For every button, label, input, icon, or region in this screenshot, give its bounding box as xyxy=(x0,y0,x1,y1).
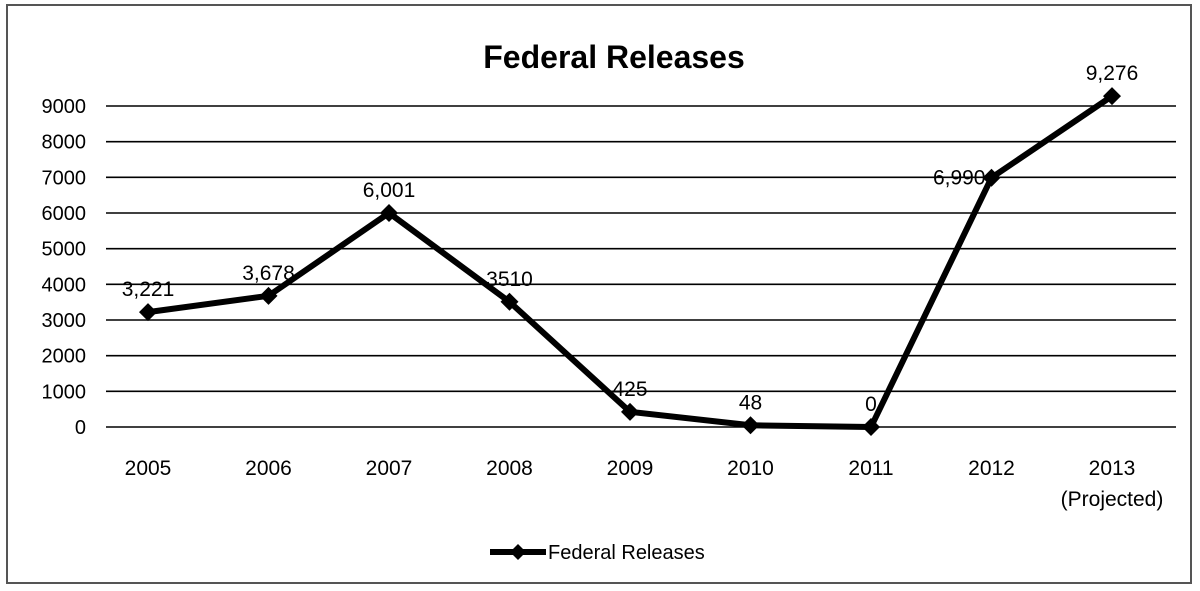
data-point-marker xyxy=(621,402,639,421)
x-tick-label: 2007 xyxy=(366,457,413,480)
legend: Federal Releases xyxy=(490,542,705,564)
y-tick-label: 7000 xyxy=(42,167,87,189)
data-point-marker xyxy=(982,168,1001,187)
y-tick-label: 6000 xyxy=(42,203,87,225)
data-point-marker xyxy=(380,203,398,222)
data-point-marker xyxy=(1103,87,1121,106)
data-point-marker xyxy=(259,286,278,305)
y-tick-label: 1000 xyxy=(42,381,87,403)
y-tick-label: 2000 xyxy=(42,346,87,368)
data-labels: 3,221 3,678 6,001 3510 425 48 0 6,990 9,276 xyxy=(122,62,1139,416)
data-label: 48 xyxy=(739,391,762,414)
data-label: 425 xyxy=(612,378,647,401)
series-federal-releases xyxy=(139,87,1121,436)
y-axis-ticks: 9000 8000 7000 6000 5000 4000 3000 2000 1000 0 xyxy=(42,96,87,439)
data-label: 3,221 xyxy=(122,278,175,301)
legend-marker xyxy=(510,544,526,560)
data-label: 3,678 xyxy=(242,262,295,285)
x-tick-label: 2010 xyxy=(727,457,774,480)
y-tick-label: 0 xyxy=(75,417,86,439)
data-label: 0 xyxy=(865,393,877,416)
chart-frame: Federal Releases 9000 8000 7000 6000 5000 400… xyxy=(6,4,1192,584)
x-axis-ticks: 2005 2006 2007 2008 2009 2010 2011 2012 2013 (Pro… xyxy=(125,457,1164,511)
data-label: 6,990 xyxy=(933,167,986,190)
y-tick-label: 8000 xyxy=(42,132,87,154)
x-tick-label: 2009 xyxy=(607,457,654,480)
x-tick-label: 2008 xyxy=(486,457,533,480)
y-tick-label: 3000 xyxy=(42,310,87,332)
data-point-marker xyxy=(862,418,880,436)
chart-title: Federal Releases xyxy=(483,39,745,75)
data-point-marker xyxy=(741,416,760,435)
line-chart: Federal Releases 9000 8000 7000 6000 5000 400… xyxy=(42,39,1176,564)
y-tick-label: 4000 xyxy=(42,274,87,296)
data-label: 6,001 xyxy=(363,179,416,202)
x-tick-label: 2011 xyxy=(848,457,893,480)
y-tick-label: 9000 xyxy=(42,96,87,118)
x-tick-label: 2005 xyxy=(125,457,172,480)
legend-label: Federal Releases xyxy=(548,542,705,564)
x-tick-label: 2013 (Projected) xyxy=(1061,457,1164,511)
data-point-marker xyxy=(500,292,519,311)
x-tick-label: 2012 xyxy=(968,457,1015,480)
data-label: 9,276 xyxy=(1086,62,1139,85)
x-tick-label: 2006 xyxy=(245,457,292,480)
data-point-marker xyxy=(139,303,157,322)
y-tick-label: 5000 xyxy=(42,239,87,261)
data-label: 3510 xyxy=(486,268,533,291)
